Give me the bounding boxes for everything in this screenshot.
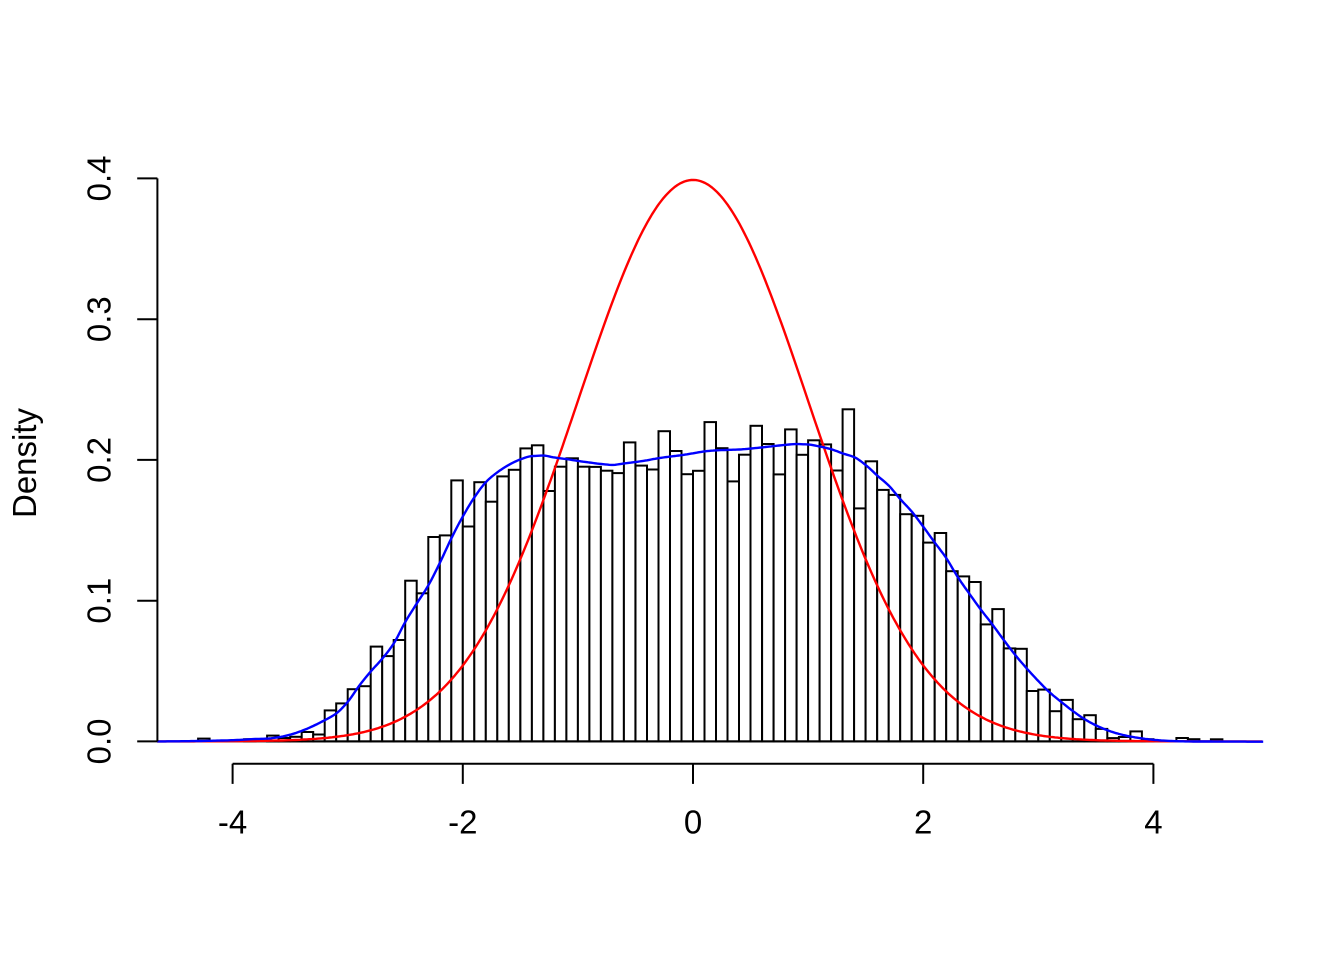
svg-text:0: 0 — [684, 804, 702, 841]
svg-text:0.0: 0.0 — [81, 718, 118, 764]
svg-text:0.1: 0.1 — [81, 578, 118, 624]
svg-text:0.3: 0.3 — [81, 296, 118, 342]
svg-text:Density: Density — [6, 407, 43, 518]
svg-text:2: 2 — [914, 804, 932, 841]
svg-text:-2: -2 — [448, 804, 477, 841]
svg-text:0.4: 0.4 — [81, 155, 118, 201]
svg-text:0.2: 0.2 — [81, 437, 118, 483]
svg-text:4: 4 — [1144, 804, 1162, 841]
svg-text:-4: -4 — [218, 804, 247, 841]
